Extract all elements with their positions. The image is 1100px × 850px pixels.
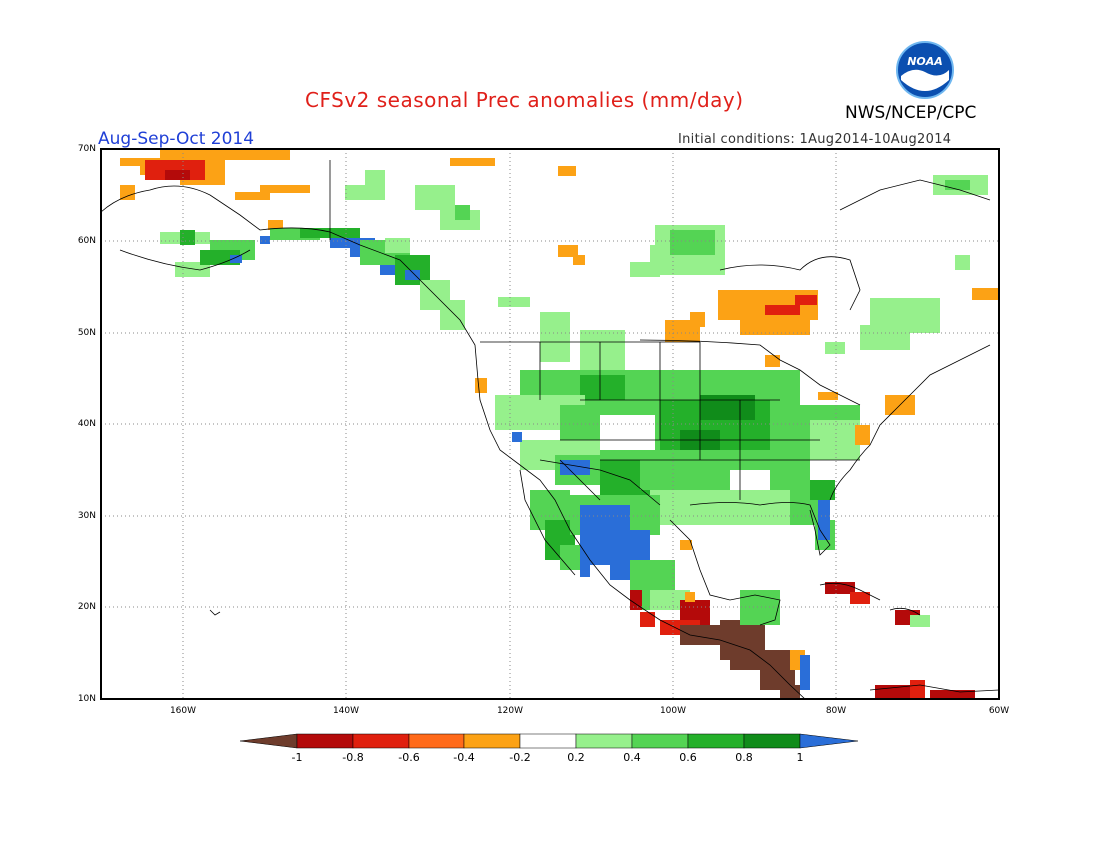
colorbar-label: -0.6 (398, 751, 420, 764)
colorbar-label: -0.8 (342, 751, 364, 764)
organization-label: NWS/NCEP/CPC (845, 103, 977, 123)
lon-label-60w: 60W (988, 706, 1010, 716)
lon-label-140w: 140W (332, 706, 360, 716)
lat-label-20n: 20N (77, 602, 96, 612)
colorbar-label: 0.4 (623, 751, 641, 764)
map-gridlines (101, 149, 999, 699)
lat-label-30n: 30N (77, 511, 96, 521)
colorbar-neg1-neg08 (296, 733, 354, 749)
noaa-logo-text: NOAA (907, 55, 943, 68)
lat-label-70n: 70N (77, 144, 96, 154)
colorbar-label: 0.2 (567, 751, 585, 764)
colorbar-04-06 (631, 733, 689, 749)
lon-label-100w: 100W (659, 706, 687, 716)
noaa-logo: NOAA (896, 41, 954, 99)
lat-label-60n: 60N (77, 236, 96, 246)
lon-label-120w: 120W (496, 706, 524, 716)
colorbar-neg06-neg04 (408, 733, 465, 749)
colorbar-neg02-02 (519, 733, 577, 749)
colorbar-02-04 (575, 733, 633, 749)
colorbar-neg08-neg06 (352, 733, 410, 749)
colorbar-neg04-neg02 (463, 733, 521, 749)
lat-label-50n: 50N (77, 328, 96, 338)
colorbar-label: 1 (796, 751, 804, 764)
lat-label-40n: 40N (77, 419, 96, 429)
anomaly-layer (120, 150, 999, 699)
map-border (100, 148, 1000, 700)
colorbar-06-08 (687, 733, 745, 749)
colorbar-label: 0.6 (679, 751, 697, 764)
colorbar-label: 0.8 (735, 751, 753, 764)
colorbar-label: -0.4 (453, 751, 475, 764)
chart-title: CFSv2 seasonal Prec anomalies (mm/day) (305, 88, 744, 112)
lat-label-10n: 10N (77, 694, 96, 704)
colorbar-gt-1 (799, 733, 859, 749)
colorbar-label: -0.2 (509, 751, 531, 764)
coastlines (101, 160, 999, 699)
initial-conditions-label: Initial conditions: 1Aug2014-10Aug2014 (678, 132, 952, 147)
lon-label-160w: 160W (169, 706, 197, 716)
season-label: Aug-Sep-Oct 2014 (98, 129, 255, 149)
colorbar-08-1 (743, 733, 801, 749)
colorbar-label: -1 (291, 751, 303, 764)
lon-label-80w: 80W (825, 706, 847, 716)
colorbar-lt-neg1 (239, 733, 298, 749)
